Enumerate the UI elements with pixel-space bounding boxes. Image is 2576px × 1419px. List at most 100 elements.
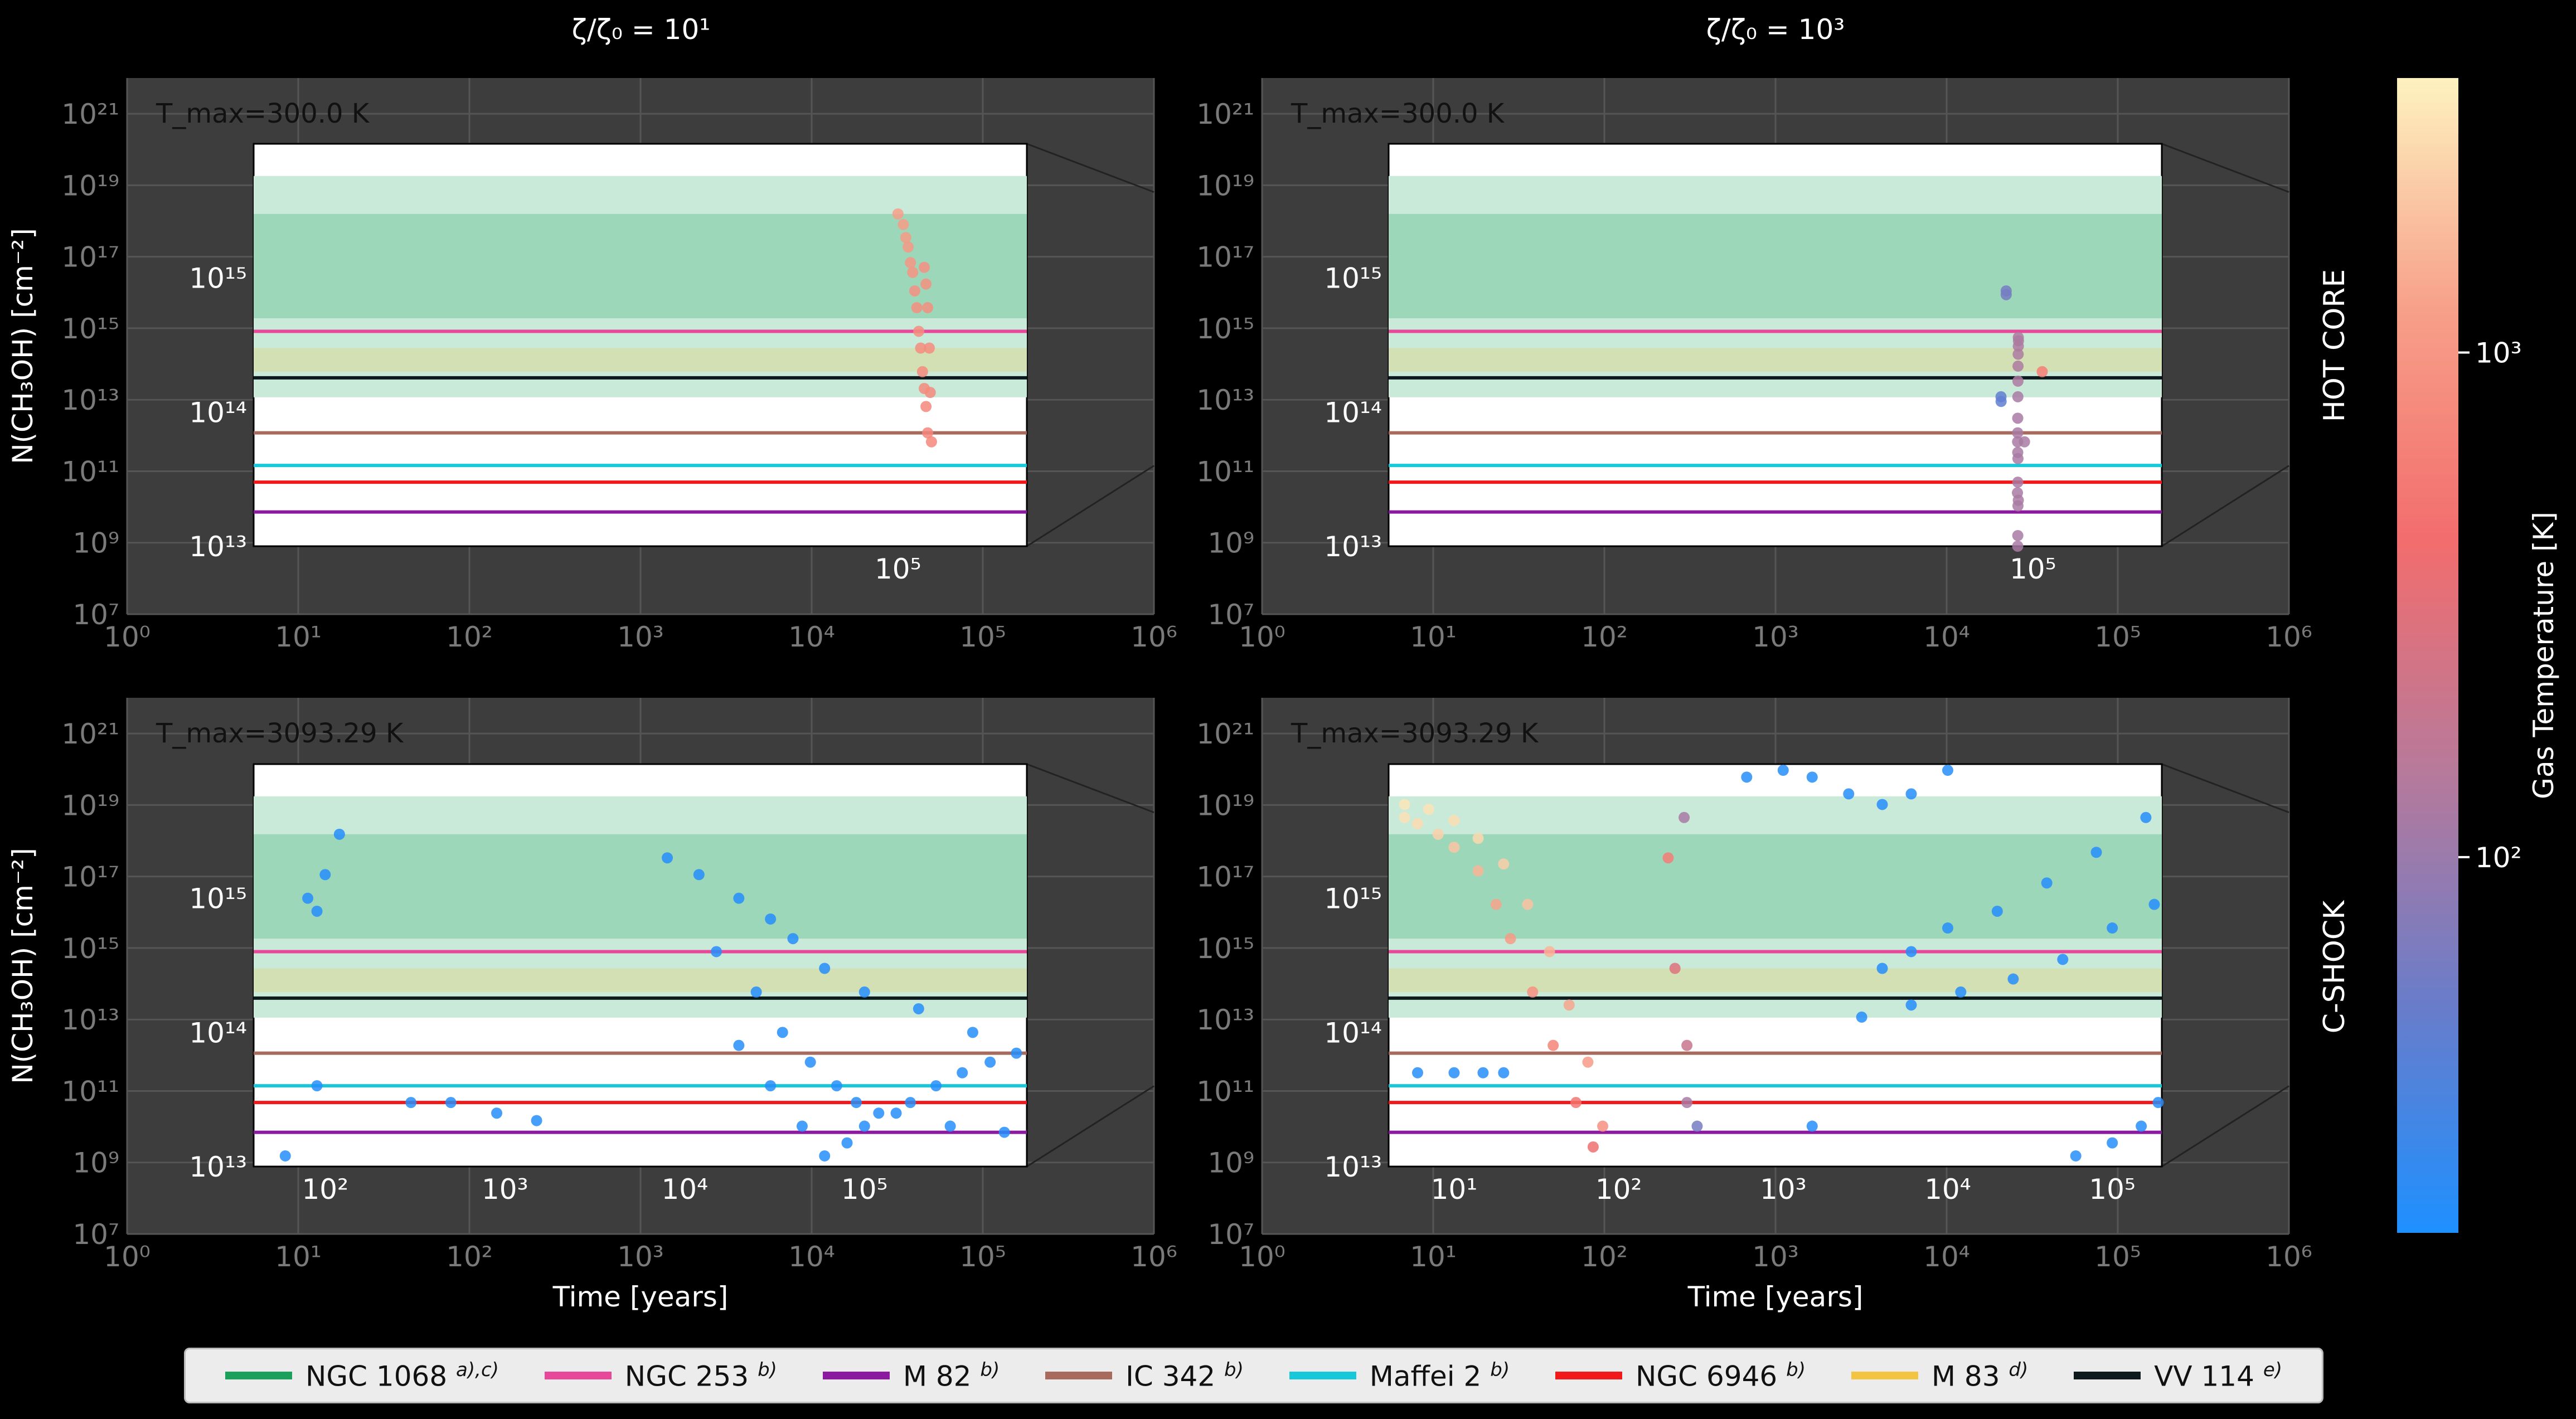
data-point [944,1120,956,1132]
legend-label: Maffei 2 b) [1369,1358,1510,1393]
data-point [903,241,914,253]
data-point [1472,833,1484,844]
y-tick-label: 10⁷ [72,1218,119,1251]
panel-hot-core-high-zeta: 10⁰ 10¹ 10² 10³ 10⁴ 10⁵ 10⁶10⁷10⁹10¹¹10¹³10¹⁵1… [1196,78,2312,653]
panel-annotation: T_max=300.0 K [1291,98,1505,129]
data-point [858,986,870,998]
y-tick-label: 10²¹ [61,718,119,750]
inset-axes: 10¹³ 10¹⁴ 10¹⁵ 10¹ 10² 10³ 10⁴ 10⁵ [1324,763,2164,1206]
data-point [2012,541,2024,552]
colorbar: 10² 10³ Gas Temperature [K] [2397,78,2560,1233]
y-tick-label: 10⁹ [1207,1147,1254,1179]
column-title-left: ζ/ζ₀ = 10¹ [572,13,711,46]
y-tick-label: 10¹⁷ [1196,241,1254,274]
inset-x-tick-label: 10⁵ [875,553,921,585]
data-point [1587,1141,1599,1153]
x-tick-label: 10⁶ [2265,1241,2312,1273]
x-tick-label: 10² [446,1241,493,1273]
data-point [919,261,930,273]
panel-c-shock-low-zeta: 10⁰ 10¹ 10² 10³ 10⁴ 10⁵ 10⁶10⁷10⁹10¹¹10¹³10¹⁵1… [7,698,1177,1313]
data-point [924,342,935,354]
y-tick-label: 10¹⁷ [61,861,119,893]
band-shading [254,796,1027,1018]
inset-x-tick-label: 10³ [482,1173,528,1206]
data-point [311,905,323,917]
data-point [2036,366,2048,377]
data-point [2152,1097,2164,1109]
data-point [1777,765,1789,776]
data-point [1411,818,1423,829]
row-title-bottom: C-SHOCK [2318,900,2351,1033]
data-point [765,1080,777,1092]
legend-note: e) [2263,1358,2282,1381]
data-point [1995,396,2007,407]
panel-annotation: T_max=3093.29 K [1291,718,1539,749]
data-point [841,1137,853,1149]
x-tick-label: 10¹ [275,621,322,653]
y-axis-label: N(CH₃OH) [cm⁻²] [7,848,39,1083]
legend-note: b) [758,1358,777,1381]
reference-band [254,348,1027,372]
reference-band [1389,834,2162,939]
x-tick-label: 10⁰ [1239,621,1285,653]
data-point [1582,1056,1594,1068]
data-point [1741,771,1753,783]
data-point [1527,986,1539,998]
legend-note: b) [980,1358,1000,1381]
legend-item: NGC 253 b) [544,1358,777,1393]
data-point [920,278,932,290]
legend-label: NGC 253 b) [624,1358,777,1393]
inset-y-tick-label: 10¹⁵ [189,883,247,915]
x-tick-label: 10² [1581,1241,1628,1273]
data-point [1942,922,1953,934]
x-tick-label: 10³ [617,1241,664,1273]
data-point [1905,946,1917,958]
data-point [1876,799,1888,810]
data-point [892,208,904,220]
legend-note: d) [2009,1358,2029,1381]
y-tick-label: 10²¹ [1196,718,1254,750]
data-point [1563,999,1575,1011]
y-tick-label: 10¹³ [61,384,119,416]
reference-band [1389,213,2162,319]
zoom-connector [1026,465,1154,547]
legend-swatch [1851,1372,1918,1379]
x-tick-label: 10⁵ [2094,621,2141,653]
data-point [1843,788,1855,800]
colorbar-label: Gas Temperature [K] [2528,512,2560,799]
data-point [1547,1039,1559,1051]
data-point [1399,799,1410,810]
data-point [1856,1011,1867,1023]
data-point [2107,1137,2118,1149]
data-point [1490,898,1502,910]
legend-label: IC 342 b) [1126,1358,1244,1393]
panel-annotation: T_max=3093.29 K [156,718,404,749]
y-axis-label: N(CH₃OH) [cm⁻²] [7,228,39,464]
data-point [319,869,331,881]
data-point [750,986,762,998]
data-point [1876,963,1888,974]
x-tick-label: 10⁶ [1131,1241,1177,1273]
inset-x-tick-label: 10³ [1760,1173,1807,1206]
data-point [777,1027,788,1038]
data-point [2041,877,2053,889]
data-point [858,1120,870,1132]
data-point [2007,973,2019,985]
inset-y-tick-label: 10¹⁴ [189,1017,247,1049]
inset-x-tick-label: 10⁵ [841,1173,888,1206]
data-point [873,1107,885,1119]
inset-y-tick-label: 10¹⁵ [1324,883,1382,915]
legend-label: NGC 1068 a),c) [305,1358,499,1393]
y-tick-label: 10⁷ [72,599,119,631]
data-point [1477,1067,1489,1078]
zoom-connector [2161,763,2289,814]
data-point [1411,1067,1423,1078]
row-title-top: HOT CORE [2318,269,2351,422]
data-point [831,1080,842,1092]
x-tick-label: 10⁶ [1131,621,1177,653]
data-point [920,401,932,412]
data-point [2140,811,2152,823]
data-point [898,218,909,230]
legend-item: Maffei 2 b) [1289,1358,1510,1393]
